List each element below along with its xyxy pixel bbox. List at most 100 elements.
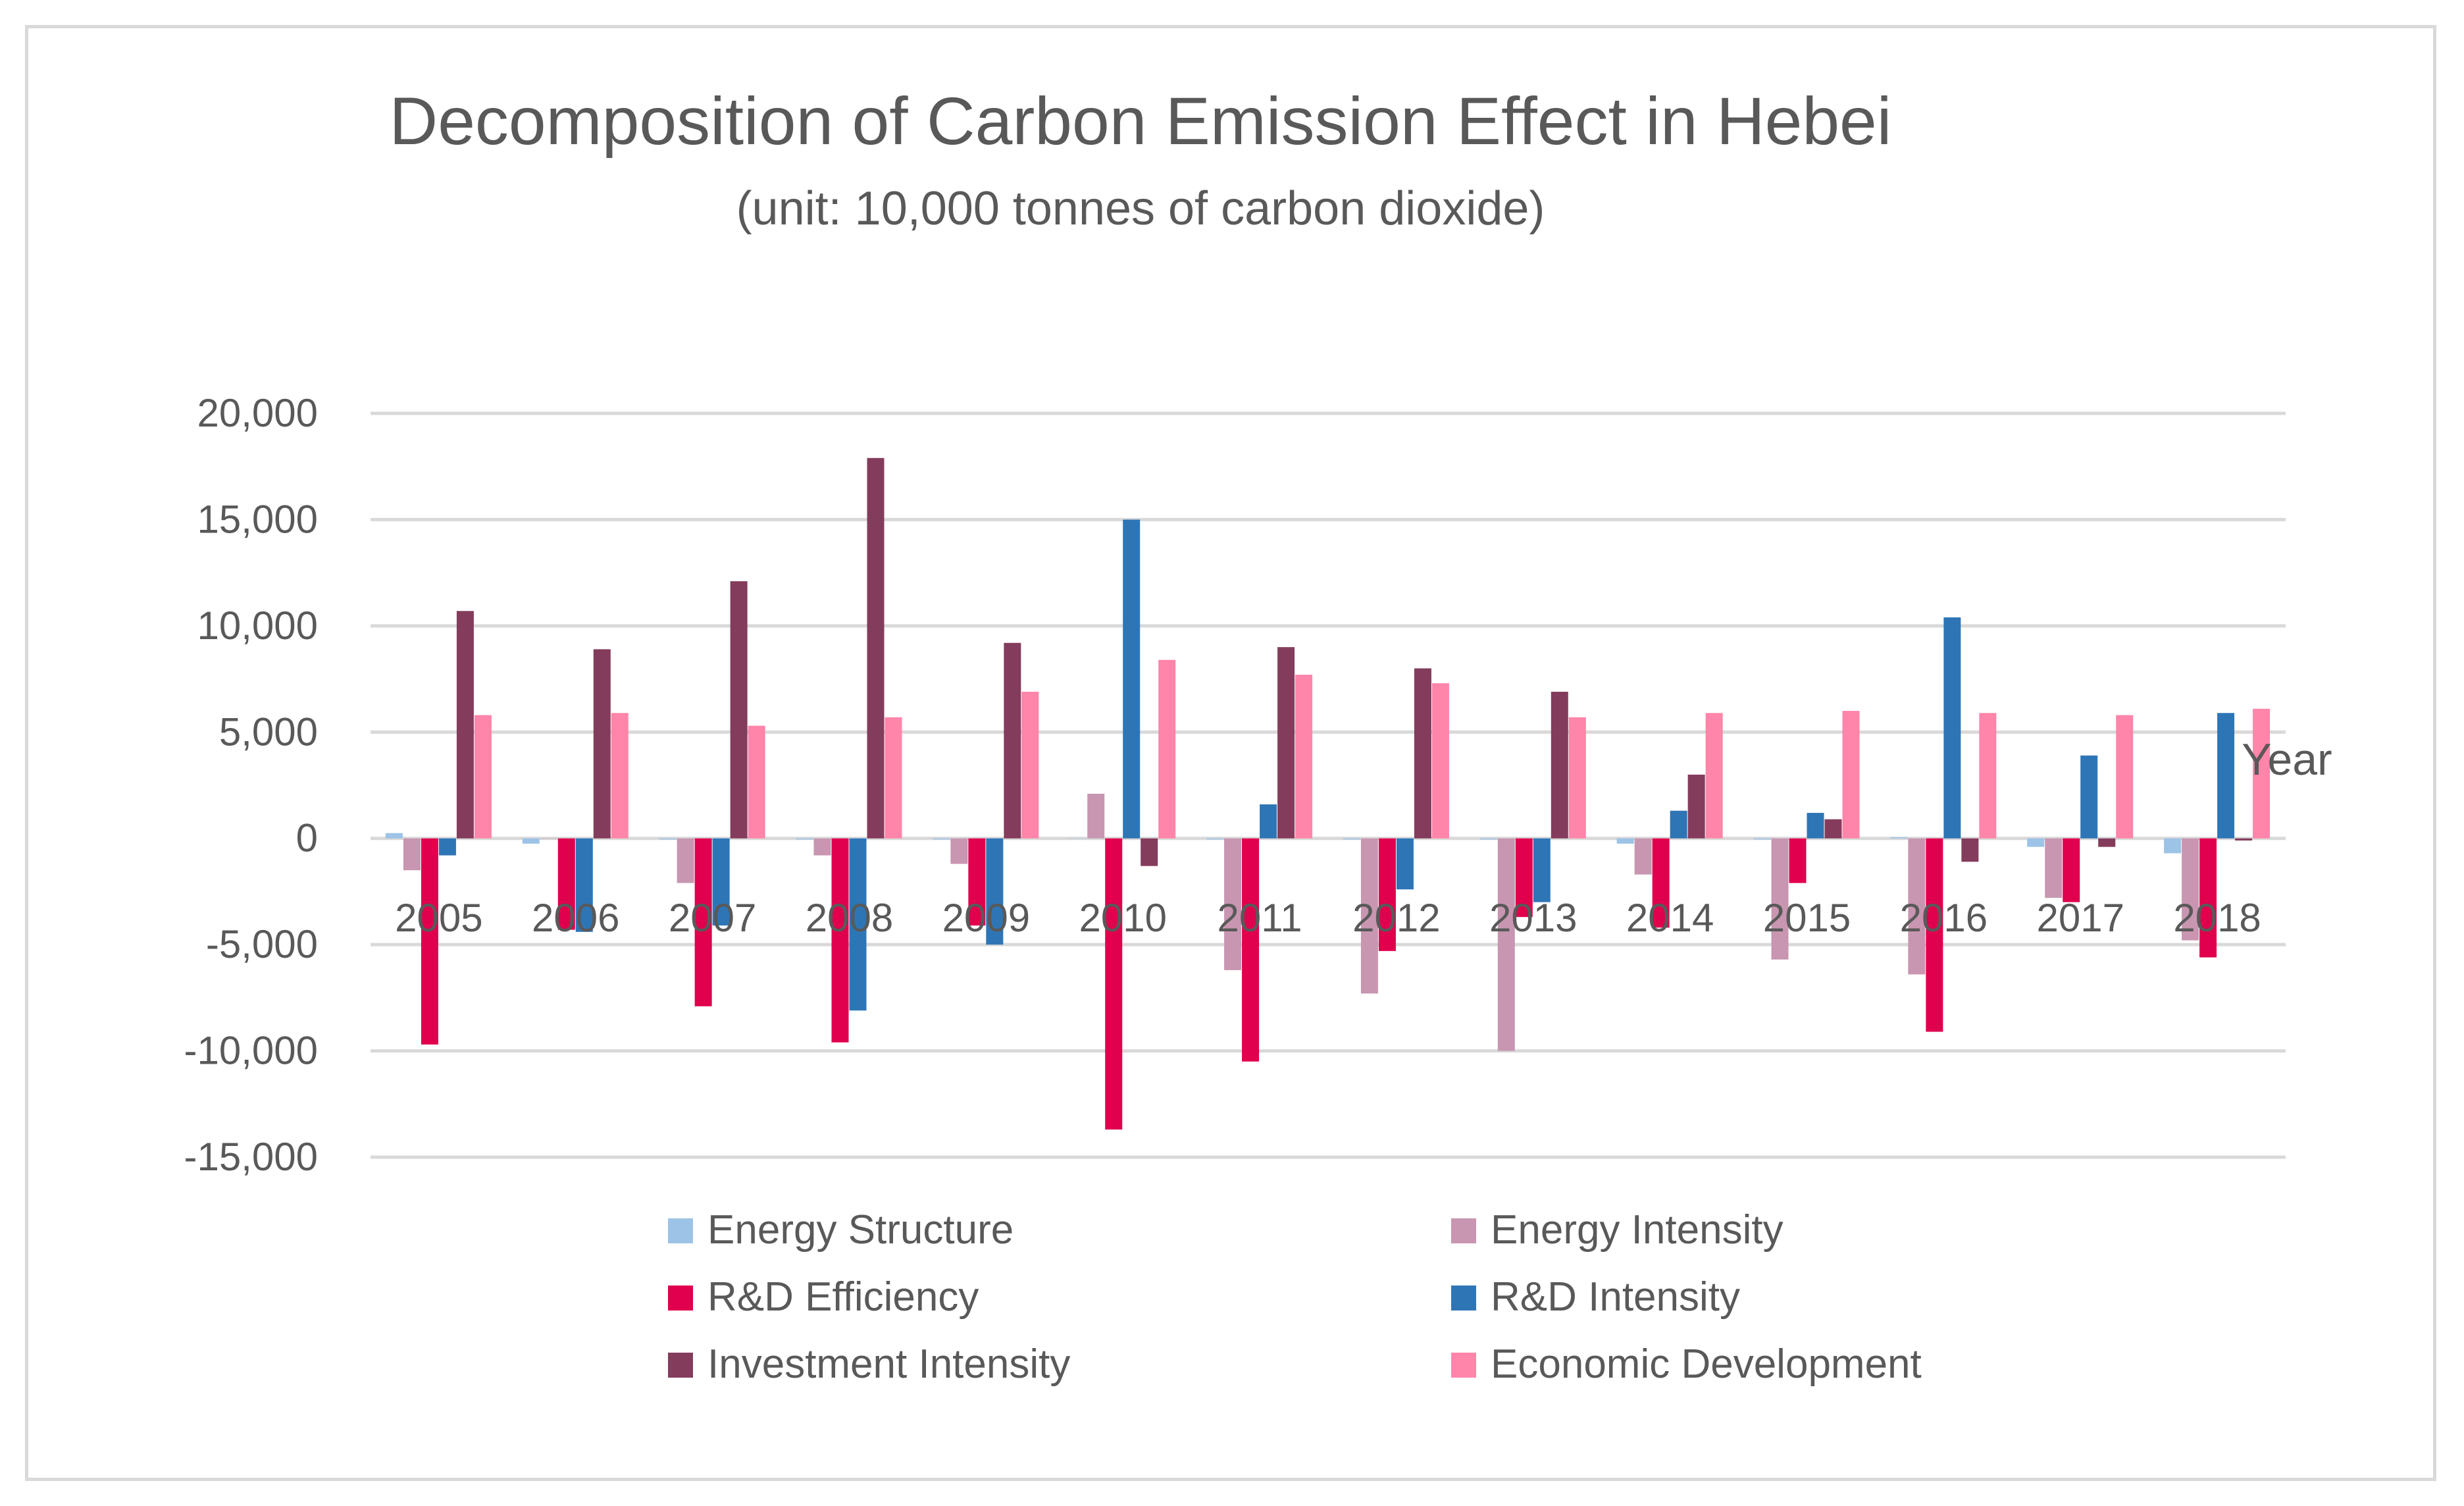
- legend-label: Investment Intensity: [707, 1341, 1070, 1387]
- bar: [1533, 838, 1551, 902]
- bar: [831, 838, 849, 1043]
- bar: [593, 649, 611, 839]
- bar: [1753, 838, 1771, 840]
- bar: [950, 838, 968, 864]
- bar: [1670, 810, 1687, 839]
- bar: [1890, 837, 1908, 839]
- bar: [1824, 819, 1842, 839]
- bar: [1687, 774, 1705, 839]
- bar: [659, 838, 677, 840]
- bar: [1414, 668, 1431, 839]
- bar: [611, 713, 629, 839]
- bar: [1961, 838, 1979, 862]
- x-tick-label: 2008: [806, 896, 893, 940]
- bar: [1771, 838, 1789, 960]
- bar: [1515, 838, 1533, 918]
- bar: [1206, 838, 1224, 840]
- legend-swatch: [1451, 1353, 1476, 1378]
- legend: Energy Structure Energy Intensity R&D Effi…: [668, 1207, 1922, 1387]
- chart-frame: Decomposition of Carbon Emission Effect …: [25, 25, 2436, 1481]
- bar: [1360, 838, 1378, 994]
- x-tick-label: 2009: [942, 896, 1030, 940]
- bar: [1551, 691, 1568, 839]
- bar: [456, 611, 474, 839]
- x-tick-label: 2007: [669, 896, 756, 940]
- gridlines: [371, 411, 2286, 1159]
- bar: [1277, 647, 1295, 839]
- x-tick-label: 2005: [395, 896, 482, 940]
- bar: [1396, 838, 1414, 890]
- x-tick-label: 2016: [1900, 896, 1988, 940]
- y-tick-label: 10,000: [197, 604, 318, 648]
- legend-swatch: [1451, 1218, 1476, 1243]
- bar: [2098, 838, 2116, 847]
- bar: [730, 581, 748, 839]
- bar: [522, 838, 540, 844]
- bar: [2164, 838, 2182, 854]
- bar: [385, 833, 403, 839]
- bars: [385, 457, 2271, 1130]
- bar: [1260, 804, 1277, 839]
- x-axis-title: Year: [2242, 735, 2332, 785]
- legend-swatch: [1451, 1285, 1476, 1311]
- legend-label: Economic Development: [1491, 1341, 1922, 1387]
- legend-label: R&D Efficiency: [707, 1274, 979, 1320]
- bar: [796, 838, 813, 840]
- bar: [1141, 838, 1158, 866]
- bar: [2080, 755, 2098, 839]
- bar: [677, 838, 694, 883]
- bar: [474, 715, 492, 839]
- bar: [2063, 838, 2080, 902]
- bar: [1242, 838, 1260, 1062]
- bar: [968, 838, 986, 926]
- bar: [1343, 838, 1360, 840]
- bar: [1807, 812, 1824, 839]
- x-tick-label: 2018: [2173, 896, 2261, 940]
- y-tick-label: -5,000: [206, 922, 318, 966]
- bar: [1295, 675, 1313, 839]
- legend-swatch: [668, 1353, 693, 1378]
- bar: [712, 838, 730, 926]
- legend-label: Energy Intensity: [1491, 1207, 1784, 1253]
- y-tick-label: 5,000: [219, 710, 318, 754]
- y-tick-label: 15,000: [197, 497, 318, 541]
- bar: [403, 838, 421, 871]
- chart-title: Decomposition of Carbon Emission Effect …: [390, 84, 1892, 159]
- bar: [933, 838, 950, 840]
- bar: [575, 838, 593, 932]
- x-axis-tick-labels: 2005 2006 2007 2008 2009 2010 2011 2012 2013 2014…: [395, 896, 2261, 940]
- bar: [1926, 838, 1943, 1032]
- bar: [1789, 838, 1807, 883]
- bar: [2235, 838, 2253, 841]
- y-axis-tick-labels: 20,000 15,000 10,000 5,000 0 -5,000 -10,000 -15…: [184, 391, 319, 1179]
- chart: Decomposition of Carbon Emission Effect …: [184, 84, 2332, 1387]
- bar: [867, 457, 885, 839]
- x-tick-label: 2017: [2036, 896, 2124, 940]
- bar: [2027, 838, 2045, 847]
- bar: [1105, 838, 1123, 1130]
- y-tick-label: 0: [296, 816, 318, 860]
- bar: [1705, 713, 1723, 839]
- bar: [1568, 717, 1586, 839]
- legend-swatch: [668, 1218, 693, 1243]
- bar: [1616, 838, 1634, 844]
- bar: [557, 838, 575, 930]
- bar: [1087, 793, 1105, 839]
- bar: [1634, 838, 1652, 875]
- bar: [1943, 617, 1961, 839]
- bar: [986, 838, 1004, 945]
- bar: [438, 838, 456, 856]
- bar: [1652, 838, 1670, 928]
- legend-label: R&D Intensity: [1491, 1274, 1740, 1320]
- legend-label: Energy Structure: [707, 1207, 1014, 1253]
- bar: [1497, 838, 1515, 1051]
- bar: [1842, 711, 1860, 839]
- x-tick-label: 2010: [1079, 896, 1166, 940]
- x-tick-label: 2011: [1218, 896, 1302, 940]
- x-tick-label: 2015: [1763, 896, 1851, 940]
- bar: [748, 725, 765, 839]
- y-tick-label: -10,000: [184, 1029, 319, 1073]
- bar: [2182, 838, 2199, 941]
- bar: [1021, 691, 1039, 839]
- bar: [1979, 713, 1997, 839]
